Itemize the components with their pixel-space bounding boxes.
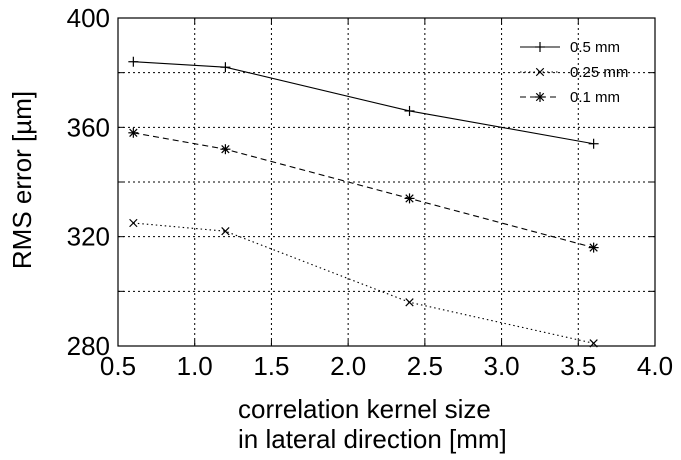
x-tick-label: 1.5	[253, 351, 289, 381]
y-tick-label: 320	[67, 222, 110, 252]
data-point	[220, 62, 231, 73]
legend-marker	[535, 92, 545, 102]
y-axis-label: RMS error [µm]	[7, 91, 37, 269]
legend: 0.5 mm 0.25 mm 0.1 mm	[520, 39, 628, 106]
data-point	[588, 242, 599, 253]
legend-label: 0.25 mm	[570, 64, 628, 81]
legend-marker	[535, 42, 545, 52]
x-axis-label-line-1: correlation kernel size	[238, 394, 491, 424]
data-point	[129, 218, 138, 228]
series-line-2	[133, 222, 594, 344]
data-point	[404, 105, 415, 116]
data-point	[404, 193, 415, 204]
y-tick-label: 400	[67, 3, 110, 33]
data-point	[405, 298, 414, 307]
x-tick-label: 3.5	[560, 351, 596, 381]
x-tick-label: 4.0	[637, 351, 673, 381]
x-axis-ticks: 0.5 1.0 1.5 2.0 2.5 3.0 3.5 4.0	[100, 351, 673, 381]
x-tick-label: 1.0	[177, 351, 213, 381]
y-axis-ticks: 280 320 360 400	[67, 3, 110, 361]
x-tick-label: 3.0	[483, 351, 519, 381]
y-tick-label: 360	[67, 112, 110, 142]
x-tick-label: 2.0	[330, 351, 366, 381]
data-point	[128, 127, 139, 138]
legend-marker	[535, 67, 545, 77]
legend-label: 0.1 mm	[570, 89, 620, 106]
x-axis-label-line-2: in lateral direction [mm]	[238, 424, 507, 454]
series-layer	[128, 56, 599, 348]
data-point	[588, 138, 599, 149]
x-tick-label: 2.5	[407, 351, 443, 381]
series-line-3	[133, 132, 594, 249]
x-tick-label: 0.5	[100, 351, 136, 381]
plot-frame	[117, 17, 656, 347]
series-line-1	[133, 61, 594, 145]
legend-label: 0.5 mm	[570, 39, 620, 56]
data-point	[128, 56, 139, 67]
data-point	[221, 227, 230, 236]
data-point	[220, 144, 231, 155]
y-tick-label: 280	[67, 331, 110, 361]
